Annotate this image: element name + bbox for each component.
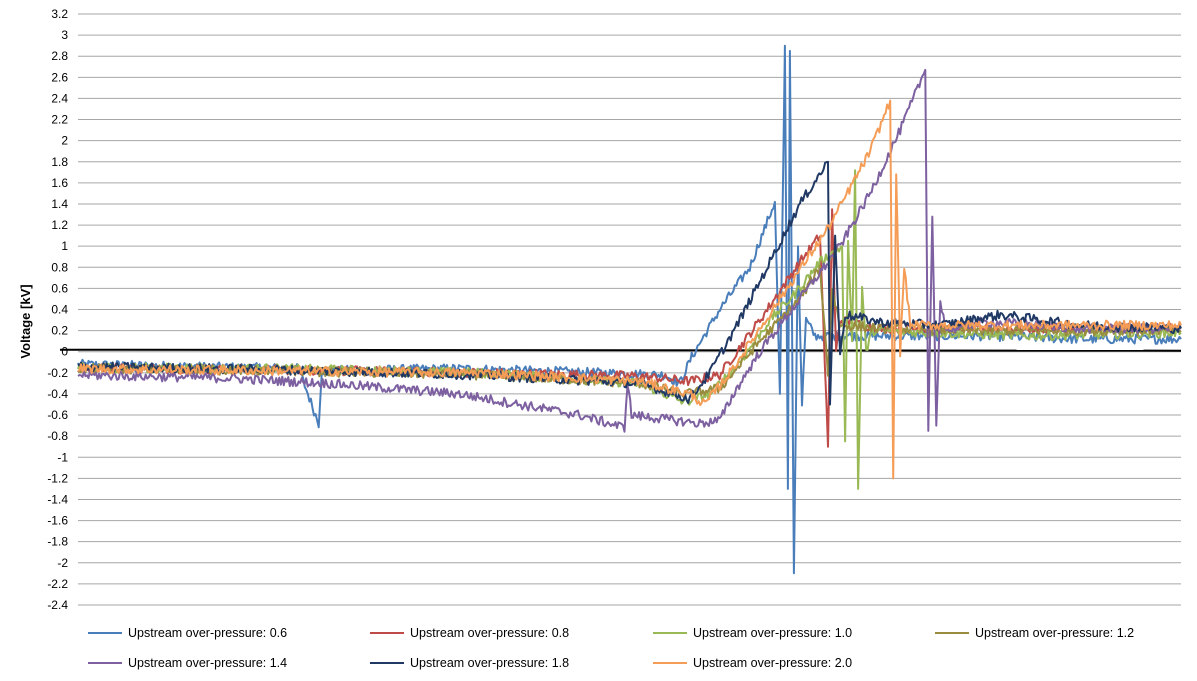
y-tick-label: 0	[61, 345, 68, 359]
y-tick-label: 1.8	[51, 155, 68, 169]
y-tick-label: 3	[61, 28, 68, 42]
y-tick-label: -1.4	[47, 492, 68, 506]
y-tick-label: -2.4	[47, 598, 68, 612]
series-lines	[77, 44, 1182, 575]
y-tick-label: -0.8	[47, 429, 68, 443]
series-line-7	[77, 99, 1182, 480]
y-tick-label: 1.4	[51, 197, 68, 211]
y-axis-title: Voltage [kV]	[18, 284, 33, 358]
y-tick-label: 2.8	[51, 49, 68, 63]
y-tick-labels: 3.2 3 2.8 2.6 2.4 2.2 2 1.8 1.6 1.4 1.2 1 0.8 0.6 0.4 0…	[47, 7, 68, 612]
y-tick-label: 1.2	[51, 218, 68, 232]
y-tick-label: 2.2	[51, 113, 68, 127]
y-tick-label: 0.8	[51, 260, 68, 274]
y-tick-label: 2.4	[51, 91, 68, 105]
y-tick-label: -0.6	[47, 408, 68, 422]
y-tick-label: 2	[61, 134, 68, 148]
y-tick-label: -2	[57, 556, 68, 570]
y-tick-label: -1.8	[47, 535, 68, 549]
y-tick-label: 1.6	[51, 176, 68, 190]
y-tick-label: -1.2	[47, 471, 68, 485]
y-tick-label: 0.2	[51, 324, 68, 338]
y-tick-label: -0.2	[47, 366, 68, 380]
series-line-5	[77, 68, 1182, 433]
y-tick-label: 0.4	[51, 303, 68, 317]
y-tick-label: -0.4	[47, 387, 68, 401]
y-tick-label: 0.6	[51, 281, 68, 295]
grid-lines	[78, 13, 1181, 606]
y-tick-label: -2.2	[47, 577, 68, 591]
y-tick-label: 2.6	[51, 70, 68, 84]
y-tick-label: 3.2	[51, 7, 68, 21]
y-tick-label: 1	[61, 239, 68, 253]
y-tick-label: -1.6	[47, 514, 68, 528]
y-tick-label: -1	[57, 450, 68, 464]
zero-axis-line	[59, 348, 1182, 352]
